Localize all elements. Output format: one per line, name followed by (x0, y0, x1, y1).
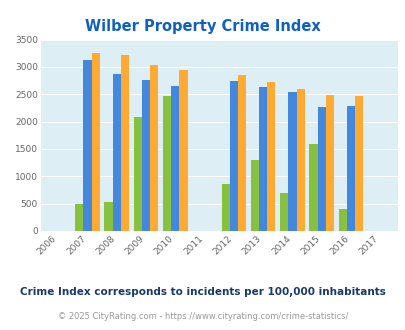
Bar (150, 65, 158, 231)
Bar (346, 106, 354, 231)
Bar (179, 70, 187, 231)
Bar (112, 74, 121, 231)
Bar (317, 107, 325, 231)
Bar (258, 87, 266, 231)
Bar (288, 92, 296, 231)
Bar (296, 89, 304, 231)
Bar (250, 160, 258, 231)
Bar (142, 80, 150, 231)
Bar (163, 96, 171, 231)
Text: Crime Index corresponds to incidents per 100,000 inhabitants: Crime Index corresponds to incidents per… (20, 287, 385, 297)
Bar (83, 60, 92, 231)
Bar (121, 55, 129, 231)
Bar (309, 144, 317, 231)
Bar (75, 204, 83, 231)
Text: © 2025 CityRating.com - https://www.cityrating.com/crime-statistics/: © 2025 CityRating.com - https://www.city… (58, 312, 347, 321)
Bar (221, 184, 229, 231)
Bar (354, 96, 362, 231)
Bar (229, 81, 237, 231)
Bar (338, 209, 346, 231)
Bar (266, 82, 275, 231)
Bar (104, 202, 112, 231)
Bar (171, 85, 179, 231)
Bar (133, 117, 142, 231)
Bar (325, 95, 333, 231)
Bar (237, 75, 245, 231)
Bar (279, 193, 288, 231)
Bar (92, 53, 100, 231)
Text: Wilber Property Crime Index: Wilber Property Crime Index (85, 19, 320, 34)
